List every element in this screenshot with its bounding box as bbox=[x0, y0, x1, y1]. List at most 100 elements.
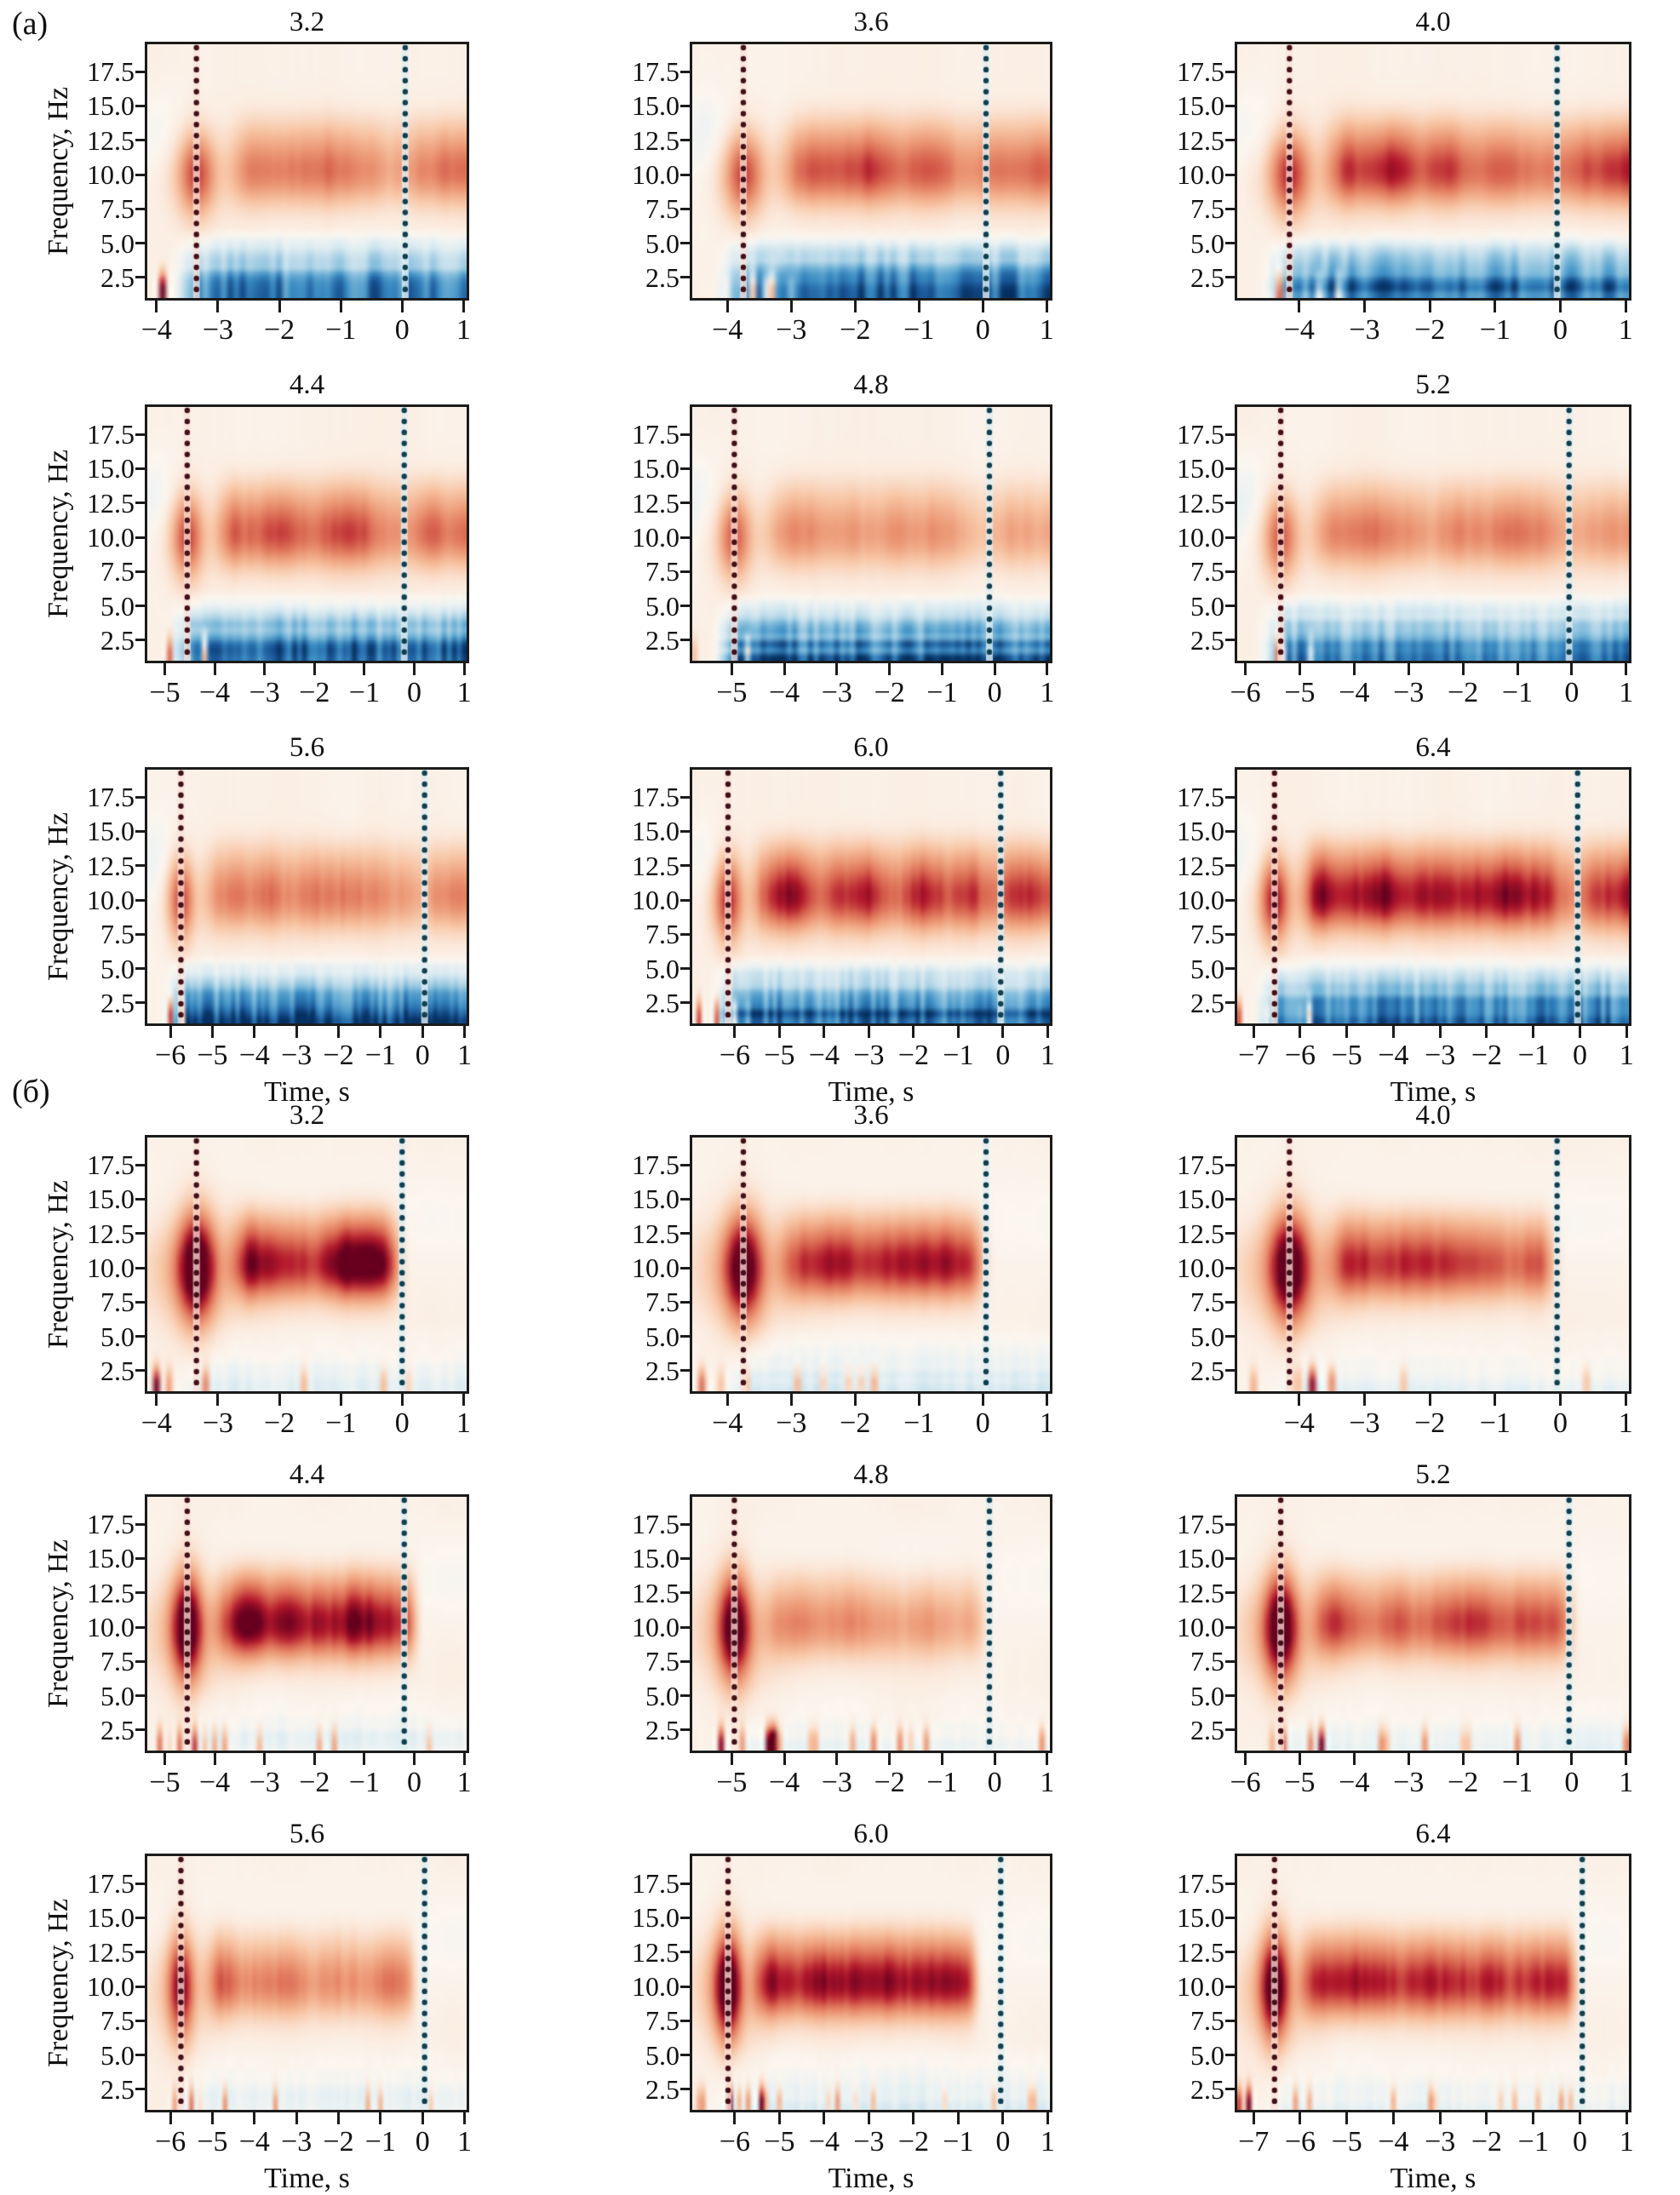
subplot-a-3.2: 3.2 17.5 15.0 12.5 10.0 7.5 5.0 2.5 −4 −3 −2 −1 0 1 Fr… bbox=[34, 5, 501, 383]
y-tick-label: 2.5 bbox=[1190, 2073, 1224, 2105]
y-tick-mark bbox=[135, 1985, 147, 1988]
x-tick-mark bbox=[888, 663, 892, 675]
x-tick-mark bbox=[853, 301, 857, 312]
spectrogram-canvas bbox=[145, 767, 469, 1026]
y-tick-label: 7.5 bbox=[100, 919, 135, 950]
x-tick-label: −1 bbox=[325, 1407, 357, 1439]
y-tick-label: 2.5 bbox=[100, 1714, 135, 1745]
subplot-b-5.6: 5.6 17.5 15.0 12.5 10.0 7.5 5.0 2.5 −6 −5 −4 −3 −2 −1… bbox=[34, 1817, 501, 2195]
y-tick-mark bbox=[135, 207, 147, 210]
subplot-title: 3.6 bbox=[853, 1100, 889, 1131]
y-tick-label: 10.0 bbox=[87, 1612, 135, 1643]
y-tick-mark bbox=[1225, 605, 1237, 608]
y-tick-mark bbox=[680, 1001, 692, 1005]
y-tick-label: 17.5 bbox=[87, 1149, 135, 1181]
x-tick-label: −5 bbox=[764, 2126, 795, 2158]
y-tick-mark bbox=[1225, 1694, 1237, 1698]
x-tick-label: −1 bbox=[1517, 2126, 1549, 2158]
x-tick-label: −4 bbox=[808, 2126, 840, 2158]
panel-b-label: (б) bbox=[12, 1074, 50, 1109]
y-tick-label: 15.0 bbox=[632, 1183, 679, 1215]
y-tick-label: 10.0 bbox=[632, 159, 679, 191]
y-tick-label: 7.5 bbox=[100, 1646, 135, 1677]
x-tick-mark bbox=[210, 2112, 214, 2124]
x-tick-mark bbox=[1352, 1753, 1356, 1765]
y-tick-mark bbox=[680, 1951, 692, 1954]
x-tick-label: 1 bbox=[1040, 1767, 1055, 1798]
x-tick-label: 0 bbox=[1553, 1407, 1568, 1439]
x-tick-mark bbox=[339, 1394, 342, 1406]
x-tick-label: −4 bbox=[1339, 1767, 1370, 1798]
x-tick-label: −4 bbox=[1378, 1040, 1409, 1071]
y-tick-label: 2.5 bbox=[645, 1355, 679, 1386]
x-tick-mark bbox=[867, 1026, 870, 1038]
x-tick-label: 1 bbox=[1039, 1407, 1054, 1439]
y-tick-label: 5.0 bbox=[645, 1321, 679, 1352]
y-tick-mark bbox=[680, 1625, 692, 1629]
x-tick-mark bbox=[993, 663, 996, 675]
y-tick-label: 12.5 bbox=[87, 850, 135, 881]
x-tick-label: −4 bbox=[1339, 677, 1370, 708]
x-tick-label: −5 bbox=[1331, 2126, 1362, 2158]
x-tick-mark bbox=[835, 663, 839, 675]
x-tick-label: −3 bbox=[776, 1407, 807, 1439]
x-tick-label: −1 bbox=[943, 1040, 974, 1071]
y-tick-mark bbox=[680, 1556, 692, 1560]
y-tick-label: 2.5 bbox=[1190, 261, 1224, 293]
x-tick-mark bbox=[1298, 663, 1301, 675]
y-tick-label: 5.0 bbox=[100, 227, 135, 259]
x-tick-label: 1 bbox=[1040, 1040, 1055, 1071]
y-tick-label: 12.5 bbox=[632, 124, 679, 156]
y-tick-label: 15.0 bbox=[1177, 1543, 1224, 1574]
y-tick-label: 12.5 bbox=[87, 487, 135, 519]
y-tick-label: 17.5 bbox=[87, 1868, 135, 1900]
y-tick-label: 2.5 bbox=[645, 261, 679, 293]
y-tick-mark bbox=[1225, 1266, 1237, 1269]
x-tick-label: −3 bbox=[853, 2126, 885, 2158]
y-tick-label: 2.5 bbox=[645, 2073, 679, 2105]
y-tick-mark bbox=[135, 570, 147, 573]
x-tick-mark bbox=[462, 1394, 465, 1406]
y-tick-mark bbox=[680, 1728, 692, 1732]
y-tick-mark bbox=[680, 536, 692, 539]
subplot-title: 4.0 bbox=[1415, 1100, 1451, 1131]
y-tick-label: 10.0 bbox=[1177, 1252, 1224, 1284]
x-tick-mark bbox=[777, 2112, 781, 2124]
x-tick-label: −1 bbox=[1501, 677, 1534, 708]
y-axis-label: Frequency, Hz bbox=[43, 87, 74, 255]
x-tick-mark bbox=[1045, 301, 1048, 312]
y-tick-mark bbox=[680, 1916, 692, 1919]
y-tick-label: 5.0 bbox=[1190, 953, 1224, 984]
x-tick-mark bbox=[1345, 2112, 1349, 2124]
y-tick-mark bbox=[680, 104, 692, 107]
y-tick-mark bbox=[1225, 104, 1237, 107]
x-tick-label: −4 bbox=[140, 314, 172, 346]
x-tick-mark bbox=[1345, 1026, 1349, 1038]
x-tick-label: −4 bbox=[768, 1767, 800, 1798]
y-tick-mark bbox=[135, 795, 147, 799]
y-tick-mark bbox=[135, 932, 147, 936]
x-tick-label: −6 bbox=[155, 1040, 186, 1071]
y-tick-mark bbox=[135, 1232, 147, 1235]
y-tick-mark bbox=[1225, 501, 1237, 505]
y-tick-label: 12.5 bbox=[1177, 1936, 1224, 1968]
x-tick-label: −1 bbox=[325, 314, 357, 346]
y-tick-label: 7.5 bbox=[645, 193, 679, 225]
subplot-a-4.8: 4.8 17.5 15.0 12.5 10.0 7.5 5.0 2.5 −5 −4 −3 −2 −1 0 1 bbox=[579, 368, 1084, 746]
x-tick-mark bbox=[1046, 1753, 1049, 1765]
subplot-title: 5.2 bbox=[1415, 370, 1451, 400]
y-tick-label: 12.5 bbox=[1177, 124, 1224, 156]
y-tick-mark bbox=[1225, 2019, 1237, 2022]
x-tick-mark bbox=[210, 1026, 214, 1038]
y-tick-label: 17.5 bbox=[1177, 782, 1224, 813]
x-tick-mark bbox=[412, 663, 416, 675]
x-tick-mark bbox=[823, 2112, 826, 2124]
x-tick-label: 0 bbox=[415, 1040, 430, 1071]
y-tick-mark bbox=[135, 829, 147, 833]
x-tick-mark bbox=[888, 1753, 892, 1765]
y-tick-label: 15.0 bbox=[1177, 1183, 1224, 1215]
y-tick-mark bbox=[135, 898, 147, 902]
spectrogram-canvas bbox=[145, 42, 469, 301]
x-tick-label: −2 bbox=[323, 1040, 354, 1071]
x-tick-label: 1 bbox=[456, 314, 471, 346]
